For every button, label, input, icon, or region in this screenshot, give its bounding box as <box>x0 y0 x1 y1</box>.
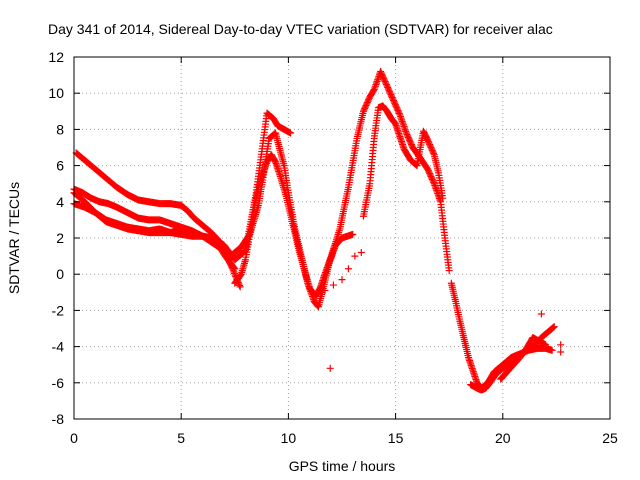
x-tick-label: 10 <box>281 430 297 446</box>
y-tick-label: -2 <box>52 302 65 318</box>
data-point <box>430 178 438 186</box>
data-point <box>537 310 545 318</box>
data-point <box>357 248 365 256</box>
data-point <box>231 265 239 273</box>
data-point <box>326 364 334 372</box>
y-tick-label: 0 <box>56 266 64 282</box>
y-tick-label: 12 <box>48 49 64 65</box>
y-tick-label: -4 <box>52 339 65 355</box>
chart-title: Day 341 of 2014, Sidereal Day-to-day VTE… <box>48 21 553 37</box>
axis-ticks: -8 -6 -4 -2 0 2 4 6 8 10 12 0 5 10 15 20 25 <box>48 49 618 446</box>
data-point <box>329 281 337 289</box>
data-point <box>542 341 550 349</box>
data-point <box>445 267 453 275</box>
x-tick-label: 0 <box>70 430 78 446</box>
x-tick-label: 20 <box>495 430 511 446</box>
grid-lines <box>74 57 610 419</box>
data-point <box>395 109 403 117</box>
y-tick-label: 10 <box>48 85 64 101</box>
data-point <box>287 129 295 137</box>
data-point <box>548 346 556 354</box>
data-point <box>349 230 357 238</box>
y-tick-label: 6 <box>56 158 64 174</box>
x-axis-label: GPS time / hours <box>289 458 396 474</box>
data-point <box>550 323 558 331</box>
data-point <box>338 276 346 284</box>
data-point <box>550 323 558 331</box>
data-point <box>230 264 238 272</box>
y-tick-label: 2 <box>56 230 64 246</box>
data-point <box>236 281 244 289</box>
data-point <box>344 265 352 273</box>
data-point <box>412 161 420 169</box>
x-tick-label: 25 <box>602 430 618 446</box>
y-tick-label: -6 <box>52 375 65 391</box>
y-tick-label: -8 <box>52 411 65 427</box>
data-point <box>351 252 359 260</box>
data-point <box>557 341 565 349</box>
x-tick-label: 5 <box>177 430 185 446</box>
data-point <box>236 283 244 291</box>
data-point <box>549 324 557 332</box>
y-axis-label: SDTVAR / TECUs <box>6 182 22 294</box>
y-tick-label: 8 <box>56 121 64 137</box>
data-point <box>439 194 447 202</box>
data-point <box>321 286 329 294</box>
data-point <box>557 348 565 356</box>
x-tick-label: 15 <box>388 430 404 446</box>
y-tick-label: 4 <box>56 194 64 210</box>
data-points <box>70 67 565 394</box>
data-point <box>430 149 438 157</box>
